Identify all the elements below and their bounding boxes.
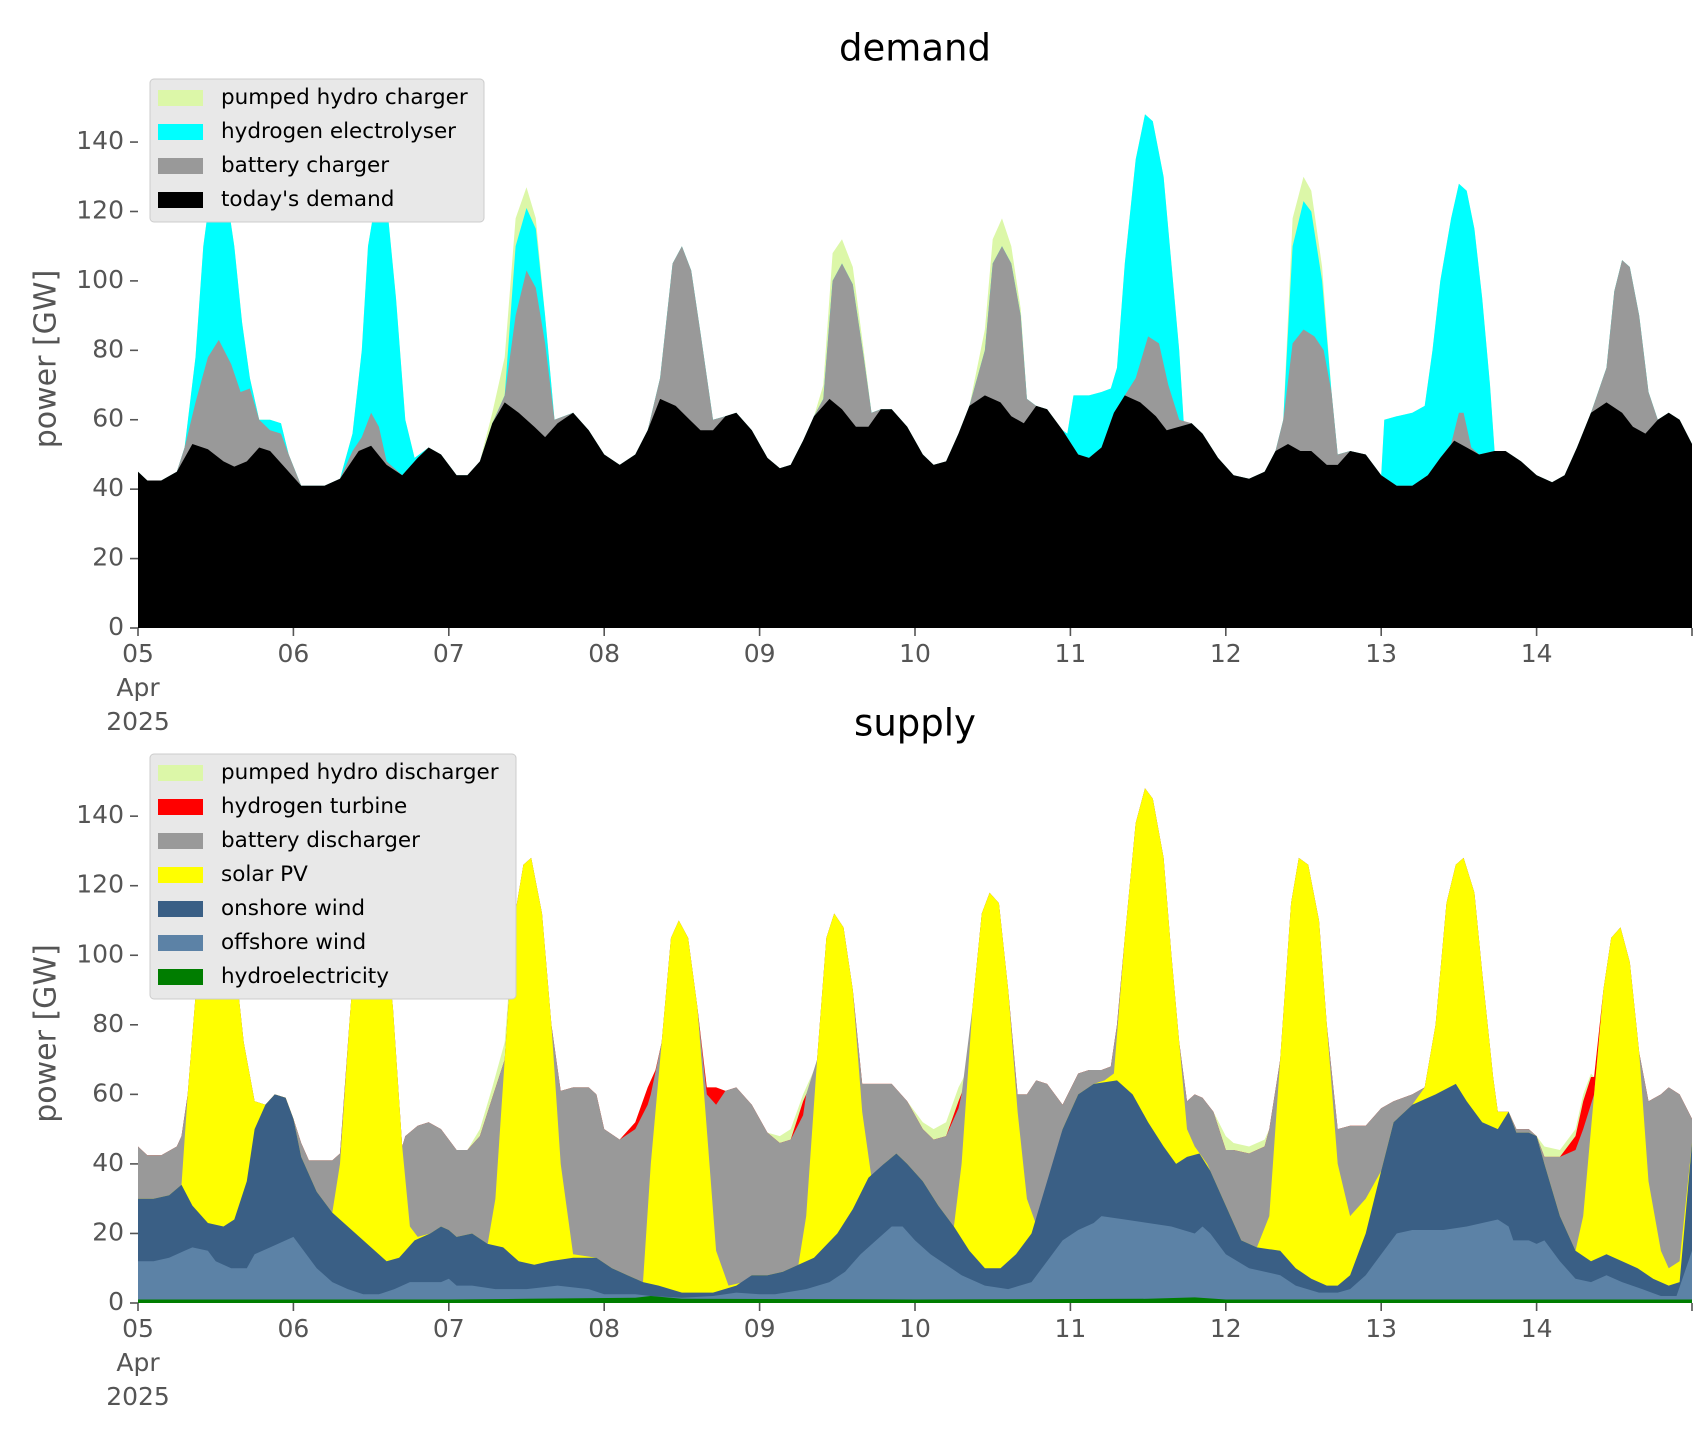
supply-x-tick-label: 08 [588, 1314, 620, 1343]
supply-x-tick-label: Apr [116, 1348, 160, 1377]
demand-x-tick-label: 2025 [106, 707, 170, 736]
demand-x-tick-label: 07 [433, 639, 465, 668]
demand-legend-label-pumped-hydro-charger: pumped hydro charger [221, 85, 468, 110]
supply-area-hydroelectricity [138, 1296, 1692, 1303]
supply-x-tick-label: 11 [1054, 1314, 1086, 1343]
supply-legend-label-solar-pv: solar PV [221, 862, 308, 887]
demand-x-tick-label: 14 [1521, 639, 1553, 668]
demand-legend-label-hydrogen-electrolyser: hydrogen electrolyser [221, 119, 456, 144]
supply-x-tick-label: 2025 [106, 1382, 170, 1411]
supply-area-solar-pv [138, 788, 1692, 1303]
supply-legend-label-battery-discharger: battery discharger [221, 828, 420, 853]
supply-x-tick-label: 14 [1521, 1314, 1553, 1343]
demand-y-tick-label: 80 [92, 334, 124, 363]
supply-legend-swatch-pumped-hydro-discharger [158, 765, 203, 781]
supply-y-tick-label: 20 [92, 1217, 124, 1246]
supply-title: supply [854, 702, 976, 745]
supply-legend-box [149, 753, 517, 1000]
supply-legend-swatch-hydroelectricity [158, 969, 203, 985]
supply-y-tick-label: 80 [92, 1009, 124, 1038]
supply-legend-label-pumped-hydro-discharger: pumped hydro discharger [221, 760, 499, 785]
demand-y-tick-label: 20 [92, 543, 124, 572]
supply-legend-swatch-battery-discharger [158, 833, 203, 849]
demand-x-tick-label: 09 [744, 639, 776, 668]
supply-legend-label-hydrogen-turbine: hydrogen turbine [221, 794, 407, 819]
supply-legend-swatch-solar-pv [158, 867, 203, 883]
supply-y-tick-label: 40 [92, 1148, 124, 1177]
supply-x-tick-label: 10 [899, 1314, 931, 1343]
demand-x-tick-label: 12 [1210, 639, 1242, 668]
supply-legend-label-hydroelectricity: hydroelectricity [221, 964, 389, 989]
supply-legend-label-onshore-wind: onshore wind [221, 896, 365, 921]
supply-y-tick-label: 60 [92, 1078, 124, 1107]
demand-legend-label-battery-charger: battery charger [221, 153, 389, 178]
demand-x-tick-label: 10 [899, 639, 931, 668]
demand-x-tick-label: 08 [588, 639, 620, 668]
demand-chart: demand power [GW] 0 20 40 60 80 100 120 140 05 Apr 2… [29, 27, 1693, 736]
demand-legend-swatch-battery-charger [158, 158, 203, 174]
demand-legend-box [149, 78, 485, 223]
demand-y-tick-label: 120 [76, 195, 124, 224]
supply-x-tick-label: 12 [1210, 1314, 1242, 1343]
demand-y-tick-label: 40 [92, 473, 124, 502]
demand-legend: pumped hydro charger hydrogen electrolyse… [149, 78, 485, 223]
supply-area-offshore-wind [138, 1216, 1692, 1303]
demand-legend-swatch-today-s-demand [158, 192, 203, 208]
demand-legend-swatch-pumped-hydro-charger [158, 90, 203, 106]
demand-y-tick-label: 0 [108, 612, 124, 641]
supply-legend-swatch-offshore-wind [158, 935, 203, 951]
demand-area-today-s-demand [138, 395, 1692, 628]
supply-legend-swatch-onshore-wind [158, 901, 203, 917]
demand-x-tick-label: 11 [1054, 639, 1086, 668]
supply-y-tick-label: 140 [76, 800, 124, 829]
supply-y-tick-label: 0 [108, 1287, 124, 1316]
demand-y-tick-label: 140 [76, 126, 124, 155]
supply-chart: supply power [GW] 0 20 40 60 80 100 120 140 05 Apr 2… [29, 702, 1693, 1411]
demand-title: demand [839, 27, 991, 70]
supply-y-axis-label: power [GW] [29, 944, 64, 1123]
demand-x-tick-label: 13 [1365, 639, 1397, 668]
supply-area-onshore-wind [138, 1080, 1692, 1303]
supply-x-tick-label: 09 [744, 1314, 776, 1343]
supply-legend-label-offshore-wind: offshore wind [221, 930, 366, 955]
supply-y-tick-label: 120 [76, 870, 124, 899]
demand-legend-swatch-hydrogen-electrolyser [158, 124, 203, 140]
supply-x-tick-label: 06 [277, 1314, 309, 1343]
demand-legend-label-today-s-demand: today's demand [221, 187, 394, 212]
supply-x-tick-label: 07 [433, 1314, 465, 1343]
demand-y-tick-label: 100 [76, 265, 124, 294]
demand-y-axis-label: power [GW] [29, 270, 64, 449]
supply-x-tick-label: 13 [1365, 1314, 1397, 1343]
supply-x-tick-label: 05 [122, 1314, 154, 1343]
supply-legend: pumped hydro discharger hydrogen turbine b… [149, 753, 517, 1000]
demand-x-tick-label: 06 [277, 639, 309, 668]
demand-x-tick-label: Apr [116, 673, 160, 702]
supply-y-tick-label: 100 [76, 939, 124, 968]
supply-legend-swatch-hydrogen-turbine [158, 799, 203, 815]
demand-x-tick-label: 05 [122, 639, 154, 668]
demand-y-tick-label: 60 [92, 404, 124, 433]
